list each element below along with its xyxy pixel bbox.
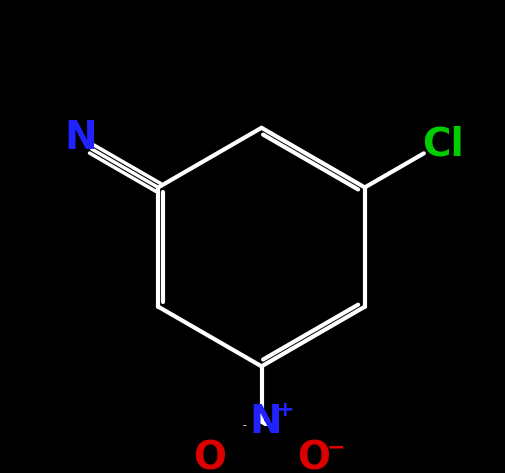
Text: N: N: [65, 120, 97, 158]
Text: +: +: [275, 400, 294, 420]
Text: N: N: [249, 403, 281, 441]
Text: O: O: [192, 440, 225, 473]
Text: Cl: Cl: [421, 126, 463, 164]
Text: −: −: [326, 437, 344, 457]
Text: O: O: [296, 440, 330, 473]
